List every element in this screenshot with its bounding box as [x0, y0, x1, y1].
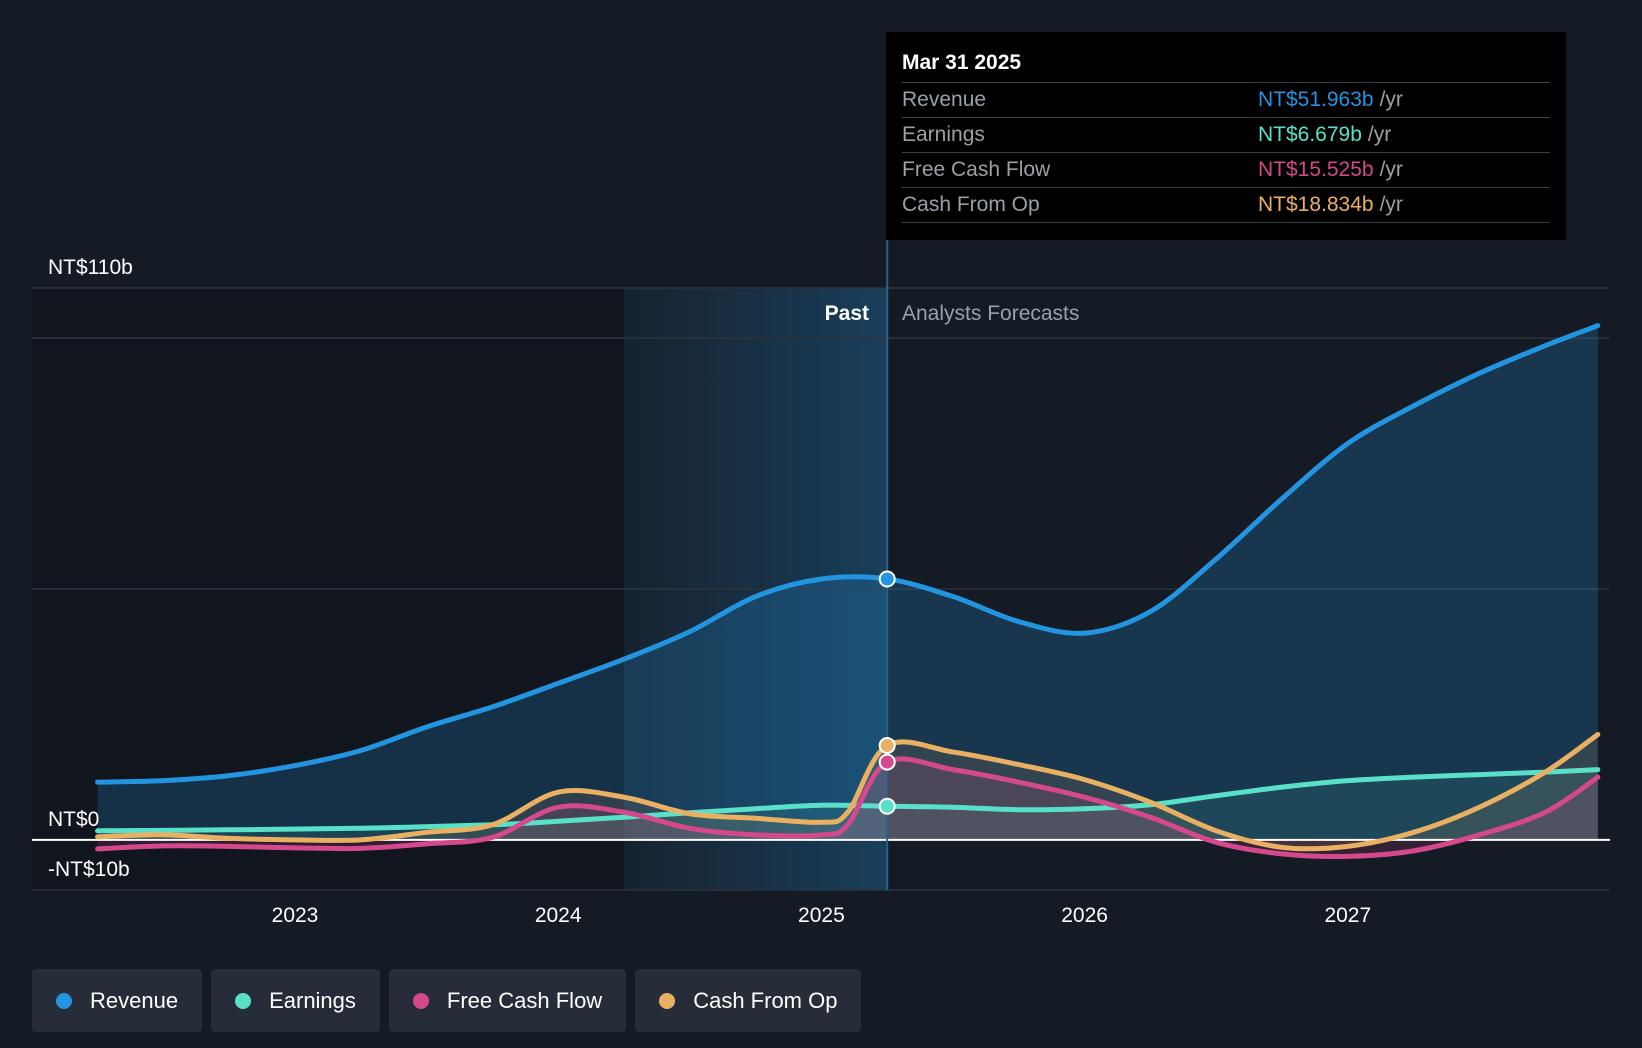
area-free-cash-flow [97, 758, 1598, 857]
x-axis: 2023 2024 2025 2026 2027 [272, 904, 1372, 927]
highlight-markers [878, 570, 896, 815]
legend-item-earnings[interactable]: Earnings [211, 969, 380, 1032]
tooltip-unit: /yr [1379, 88, 1403, 111]
line-revenue [95, 323, 1601, 785]
legend-item-revenue[interactable]: Revenue [32, 969, 203, 1032]
y-tick-label: -NT$10b [48, 858, 130, 881]
legend: Revenue Earnings Free Cash Flow Cash Fro… [32, 969, 862, 1032]
tooltip-value: NT$51.963b [1258, 88, 1374, 111]
tooltip-value: NT$15.525b [1258, 158, 1374, 181]
legend-item-free-cash-flow[interactable]: Free Cash Flow [388, 969, 627, 1032]
line-earnings [95, 767, 1601, 834]
tooltip-row-revenue: Revenue NT$51.963b /yr [902, 82, 1550, 117]
area-earnings [97, 769, 1598, 840]
series-lines [95, 323, 1601, 860]
tooltip-label: Cash From Op [902, 193, 1040, 216]
marker-cash-from-op[interactable] [878, 737, 896, 755]
x-tick-label: 2024 [535, 904, 582, 927]
legend-dot-icon [235, 992, 252, 1009]
tooltip-row-earnings: Earnings NT$6.679b /yr [902, 117, 1550, 152]
x-tick-label: 2027 [1324, 904, 1371, 927]
legend-label: Free Cash Flow [446, 987, 603, 1013]
area-revenue [97, 325, 1598, 840]
grid-lines [32, 287, 1610, 891]
tooltip-label: Free Cash Flow [902, 158, 1051, 181]
marker-free-cash-flow[interactable] [878, 753, 896, 771]
tooltip-unit: /yr [1379, 193, 1403, 216]
legend-label: Cash From Op [693, 987, 838, 1013]
line-free-cash-flow [95, 756, 1601, 860]
x-tick-label: 2025 [798, 904, 845, 927]
forecast-label: Analysts Forecasts [902, 302, 1079, 325]
legend-item-cash-from-op[interactable]: Cash From Op [635, 969, 862, 1032]
tooltip-label: Earnings [902, 123, 985, 146]
marker-earnings[interactable] [878, 797, 896, 815]
y-axis: NT$110b NT$0 -NT$10b [48, 256, 133, 881]
y-tick-label: NT$110b [48, 256, 133, 279]
legend-dot-icon [659, 992, 676, 1009]
tooltip-date: Mar 31 2025 [902, 51, 1022, 74]
legend-label: Revenue [90, 987, 179, 1013]
tooltip-row-free-cash-flow: Free Cash Flow NT$15.525b /yr [902, 152, 1550, 187]
tooltip-label: Revenue [902, 88, 987, 111]
legend-dot-icon [412, 992, 429, 1009]
legend-dot-icon [56, 992, 72, 1009]
tooltip-row-cash-from-op: Cash From Op NT$18.834b /yr [902, 187, 1550, 223]
tooltip-value: NT$6.679b [1258, 123, 1362, 146]
line-cash-from-op [95, 731, 1601, 852]
marker-revenue[interactable] [878, 570, 896, 588]
tooltip-unit: /yr [1379, 158, 1403, 181]
x-tick-label: 2023 [272, 904, 319, 927]
y-tick-label: NT$0 [48, 808, 99, 831]
tooltip: Mar 31 2025 Revenue NT$51.963b /yr Earni… [886, 32, 1566, 240]
tooltip-unit: /yr [1367, 123, 1392, 146]
x-tick-label: 2026 [1061, 904, 1108, 927]
tooltip-value: NT$18.834b [1258, 193, 1374, 216]
legend-label: Earnings [269, 987, 356, 1013]
past-label: Past [825, 302, 869, 325]
